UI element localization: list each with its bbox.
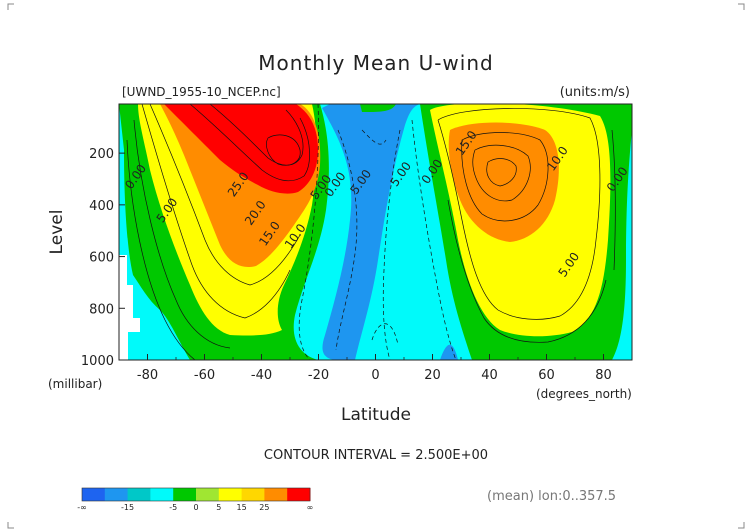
x-axis-title: Latitude <box>341 405 411 425</box>
colorbar-label: -5 <box>169 503 177 512</box>
zone-0-5-cap <box>360 104 396 112</box>
x-tick-label: 40 <box>481 368 498 383</box>
y-axis-title: Level <box>47 210 67 255</box>
colorbar-label: 0 <box>193 503 198 512</box>
colorbar-frame <box>81 487 311 502</box>
colorbar-swatch <box>218 488 243 501</box>
x-axis-unit: (degrees_north) <box>536 387 632 401</box>
colorbar-swatch <box>150 488 174 501</box>
negative-zone-tropics <box>322 104 420 360</box>
colorbar-swatch <box>82 488 106 501</box>
colorbar: -∞ -15 -5 0 5 15 25 ∞ <box>77 487 314 512</box>
x-tick-label: 20 <box>424 368 441 383</box>
y-tick-label: 200 <box>89 147 114 162</box>
y-tick-label: 400 <box>89 199 114 214</box>
negative-zone-surface <box>440 344 458 360</box>
colorbar-label: ∞ <box>307 503 314 512</box>
x-tick-label: 0 <box>371 368 379 383</box>
missing-data-region <box>119 255 140 360</box>
colorbar-swatch <box>104 488 129 501</box>
y-axis-unit: (millibar) <box>48 377 102 391</box>
x-tick-label: -20 <box>308 368 329 383</box>
colorbar-label: -∞ <box>77 503 87 512</box>
colorbar-swatch <box>241 488 265 501</box>
y-tick-label: 1000 <box>81 354 114 369</box>
colorbar-swatch <box>196 488 220 501</box>
x-tick-label: -40 <box>251 368 272 383</box>
colorbar-label: 5 <box>216 503 221 512</box>
colorbar-label: -15 <box>121 503 134 512</box>
x-tick-label: -60 <box>194 368 215 383</box>
x-tick-label: -80 <box>137 368 158 383</box>
colorbar-swatch <box>264 488 288 501</box>
contour-lines <box>126 104 616 360</box>
colorbar-swatch <box>287 488 311 501</box>
units-label: (units:m/s) <box>560 85 630 100</box>
y-axis: 200 400 600 800 1000 <box>81 147 125 369</box>
y-tick-label: 800 <box>89 302 114 317</box>
x-axis: -80 -60 -40 -20 0 20 40 60 80 <box>118 354 633 383</box>
colorbar-swatch <box>127 488 151 501</box>
corner-marks <box>7 3 745 529</box>
zone-25-plus-south <box>164 104 318 194</box>
file-label: [UWND_1955-10_NCEP.nc] <box>122 85 281 99</box>
chart-title: Monthly Mean U-wind <box>258 51 493 75</box>
footer-note: (mean) lon:0..357.5 <box>487 489 616 504</box>
x-tick-label: 60 <box>538 368 555 383</box>
y-tick-label: 600 <box>89 251 114 266</box>
plot-area <box>119 104 632 360</box>
colorbar-label: 15 <box>237 503 247 512</box>
negative-contours <box>298 104 457 360</box>
x-tick-label: 80 <box>595 368 612 383</box>
contour-interval: CONTOUR INTERVAL = 2.500E+00 <box>264 448 488 463</box>
colorbar-label: 25 <box>259 503 269 512</box>
colorbar-swatch <box>173 488 197 501</box>
